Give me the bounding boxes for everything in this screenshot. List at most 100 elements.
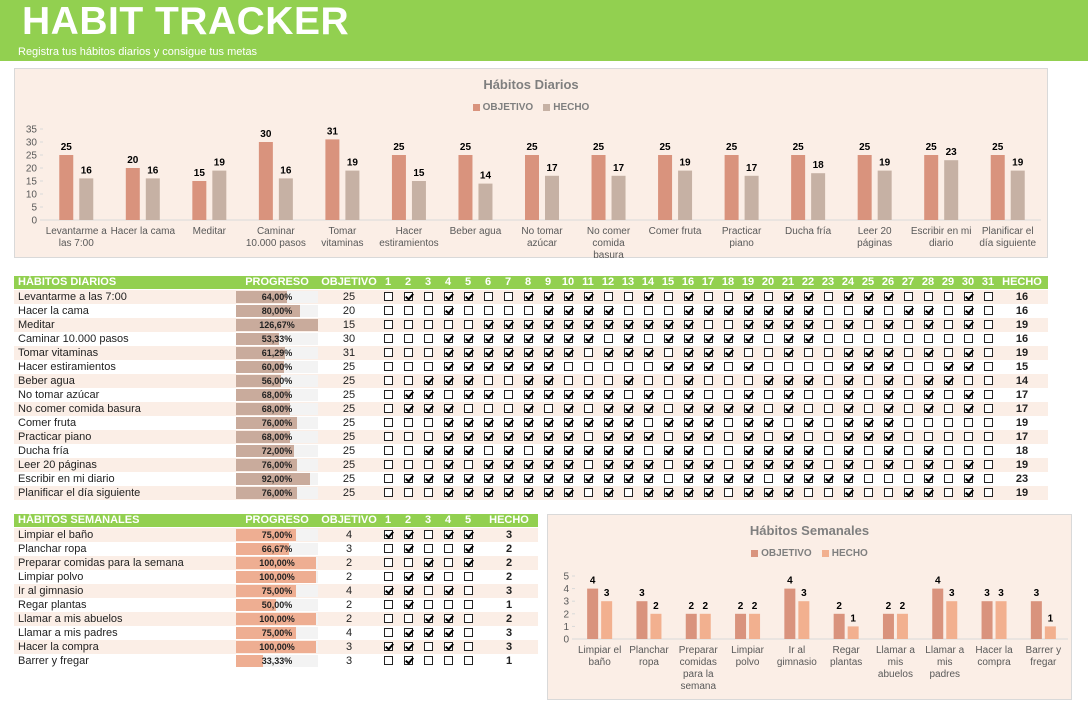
check-mark [524, 487, 534, 497]
checkbox [963, 376, 973, 385]
check-mark [804, 305, 814, 315]
checkbox [463, 586, 473, 595]
table-row: Ducha fría 72,00% 25 18 [14, 444, 1048, 458]
value-label: 2 [836, 601, 842, 612]
checkbox [843, 403, 854, 413]
check-mark [464, 333, 474, 343]
checkbox [843, 361, 854, 371]
value-label: 25 [393, 142, 405, 153]
checkbox [543, 347, 554, 357]
checkbox [983, 488, 993, 497]
check-mark [664, 445, 674, 455]
checkbox [763, 474, 773, 483]
checkbox [823, 376, 833, 385]
x-tick-label: Preparar comidas para la semana [678, 645, 718, 692]
done: 14 [1015, 375, 1029, 387]
check-mark [604, 473, 614, 483]
checkbox [663, 417, 674, 427]
value-label: 2 [688, 601, 694, 612]
bar [587, 588, 599, 639]
check-mark [564, 445, 574, 455]
check-mark [804, 333, 814, 343]
checkbox [863, 460, 873, 469]
progress-cell: 50,00% [236, 599, 318, 611]
checkbox [943, 460, 953, 469]
checkbox [663, 487, 674, 497]
checkbox [383, 544, 393, 553]
value-label: 16 [280, 165, 292, 176]
checkbox [743, 445, 754, 455]
checkbox [683, 403, 694, 413]
checkbox [923, 347, 934, 357]
table-header: HÁBITOS SEMANALES PROGRESO OBJETIVO 1 2 3 4 5 HE… [14, 514, 538, 527]
checkbox [843, 291, 854, 301]
header-day: 10 [561, 276, 575, 288]
check-mark [544, 291, 554, 301]
check-mark [604, 403, 614, 413]
progress-cell: 66,67% [236, 543, 318, 555]
checkbox [463, 572, 473, 581]
bar [1010, 170, 1025, 220]
checkbox [983, 334, 993, 343]
check-mark [624, 431, 634, 441]
checkbox [623, 445, 634, 455]
progress-bar [236, 627, 296, 639]
check-mark [484, 487, 494, 497]
x-tick-label: Ducha fría [785, 226, 832, 237]
goal: 15 [342, 319, 356, 331]
check-mark [964, 487, 974, 497]
check-mark [844, 361, 854, 371]
x-tick-label: Llamar a mis abuelos [875, 645, 915, 680]
checkbox [423, 586, 433, 595]
checkbox [763, 487, 774, 497]
check-mark [564, 403, 574, 413]
check-mark [624, 459, 634, 469]
check-mark [524, 333, 534, 343]
checkbox [723, 460, 733, 469]
checkbox [823, 404, 833, 413]
header-habit: HÁBITOS SEMANALES [18, 514, 140, 526]
bar [735, 613, 747, 639]
check-mark [704, 403, 714, 413]
checkbox [423, 627, 434, 637]
check-mark [564, 431, 574, 441]
checkbox [943, 320, 953, 329]
checkbox [523, 306, 533, 315]
checkbox [703, 431, 714, 441]
checkbox [463, 404, 473, 413]
progress-cell: 75,00% [236, 585, 318, 597]
y-tick-label: 4 [563, 584, 569, 595]
checkbox [403, 558, 413, 567]
checkbox [703, 347, 714, 357]
checkbox [403, 446, 413, 455]
checkbox [563, 305, 574, 315]
check-mark [964, 403, 974, 413]
progress-bar [236, 375, 281, 387]
checkbox [383, 292, 393, 301]
checkbox [843, 487, 854, 497]
check-mark [884, 459, 894, 469]
check-mark [704, 333, 714, 343]
checkbox [563, 403, 574, 413]
done: 3 [505, 529, 513, 541]
table-row: No tomar azúcar 68,00% 25 17 [14, 388, 1048, 402]
value-label: 19 [680, 158, 692, 169]
legend: OBJETIVO HECHO [15, 102, 1047, 113]
checkbox [683, 459, 694, 469]
value-label: 1 [850, 613, 856, 624]
checkbox [883, 445, 894, 455]
habit-name: Beber agua [18, 375, 75, 387]
goal: 20 [342, 305, 356, 317]
checkbox [583, 473, 594, 483]
check-mark [604, 445, 614, 455]
checkbox [883, 361, 894, 371]
checkbox [763, 459, 774, 469]
bar [833, 613, 845, 639]
check-mark [844, 459, 854, 469]
checkbox [763, 319, 774, 329]
checkbox [383, 418, 393, 427]
value-label: 2 [900, 601, 906, 612]
checkbox [543, 305, 554, 315]
value-label: 3 [1034, 588, 1040, 599]
checkbox [783, 333, 794, 343]
